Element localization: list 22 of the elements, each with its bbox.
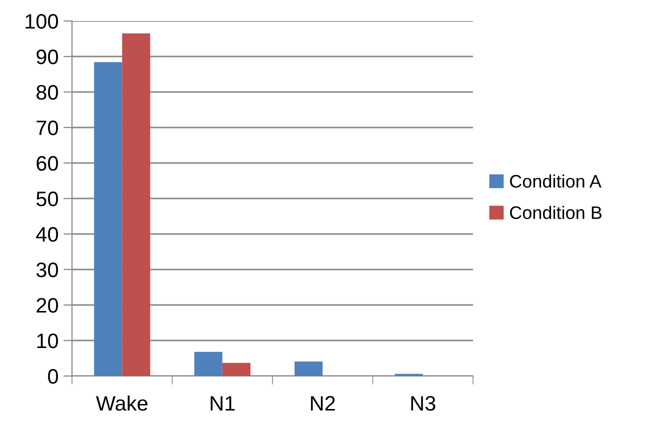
bar xyxy=(294,361,323,376)
y-tick-label: 20 xyxy=(36,298,58,313)
x-tick-label: N3 xyxy=(411,396,436,411)
y-tick-label: 80 xyxy=(36,85,58,100)
x-tick-label: Wake xyxy=(96,395,148,411)
x-tick-label: N2 xyxy=(311,396,335,411)
y-tick-label: 60 xyxy=(36,156,58,171)
bar xyxy=(122,33,150,376)
y-tick-label: 0 xyxy=(48,369,58,384)
y-tick-label: 50 xyxy=(36,192,58,206)
x-tick-label: N1 xyxy=(210,396,235,411)
y-tick-label: 40 xyxy=(36,227,58,242)
bar xyxy=(222,362,250,376)
y-tick-label: 90 xyxy=(36,50,58,64)
y-tick-label: 30 xyxy=(36,262,58,278)
y-tick-label: 70 xyxy=(36,120,58,136)
legend-label: Condition A xyxy=(510,174,602,188)
y-tick-label: 10 xyxy=(37,334,58,348)
bar xyxy=(94,62,122,376)
legend-label: Condition B xyxy=(510,206,602,220)
y-tick-label: 100 xyxy=(26,14,58,29)
bar xyxy=(194,352,222,376)
